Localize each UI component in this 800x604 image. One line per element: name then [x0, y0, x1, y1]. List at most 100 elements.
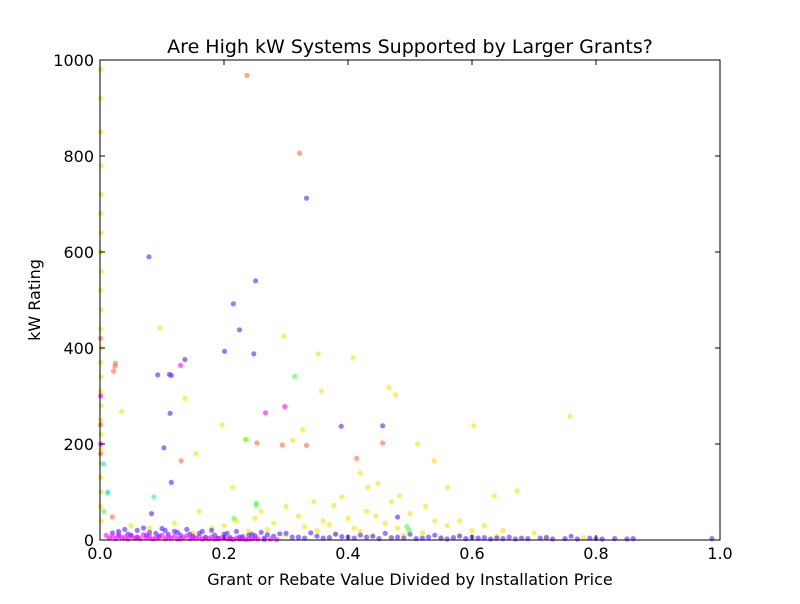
- data-point: [283, 503, 289, 509]
- data-point: [326, 535, 332, 541]
- data-point: [125, 536, 131, 542]
- data-point: [531, 530, 537, 536]
- data-point: [277, 531, 283, 537]
- data-point: [230, 484, 236, 490]
- data-point: [345, 515, 351, 522]
- data-point: [395, 514, 401, 520]
- data-point: [182, 356, 188, 363]
- data-point: [98, 307, 104, 313]
- data-point: [357, 528, 363, 535]
- data-point: [98, 335, 104, 341]
- data-point: [106, 535, 112, 541]
- data-point: [271, 520, 277, 526]
- data-point: [432, 518, 438, 524]
- data-point: [148, 510, 155, 517]
- data-point: [98, 393, 104, 399]
- data-point: [209, 527, 215, 534]
- data-point: [101, 461, 107, 467]
- data-point: [292, 373, 298, 379]
- data-point: [254, 440, 260, 446]
- data-point: [104, 490, 110, 496]
- data-point: [295, 513, 301, 519]
- data-point: [236, 327, 243, 333]
- data-point: [506, 534, 512, 540]
- data-point: [128, 523, 134, 529]
- y-tick-label: 1000: [53, 51, 94, 70]
- data-point: [401, 535, 407, 541]
- data-point: [512, 536, 519, 542]
- data-point: [445, 484, 451, 490]
- x-tick-label: 0.8: [583, 544, 608, 563]
- data-point: [550, 536, 556, 542]
- data-point: [112, 363, 118, 369]
- data-point: [339, 534, 345, 540]
- data-point: [581, 535, 587, 541]
- data-point: [181, 535, 187, 541]
- data-point: [380, 423, 386, 429]
- data-point: [289, 534, 295, 540]
- data-point: [500, 527, 506, 534]
- data-point: [156, 534, 162, 540]
- data-point: [295, 534, 301, 540]
- x-tick-label: 0.6: [459, 544, 484, 563]
- data-point: [98, 431, 104, 437]
- data-point: [98, 475, 104, 481]
- data-point: [157, 325, 163, 331]
- data-point: [150, 536, 156, 542]
- data-point: [450, 535, 456, 541]
- data-point: [264, 526, 270, 533]
- data-point: [396, 493, 403, 499]
- data-point: [219, 422, 225, 428]
- data-point: [199, 536, 205, 542]
- x-axis-label: Grant or Rebate Value Divided by Install…: [207, 570, 613, 589]
- data-point: [444, 536, 450, 542]
- data-point: [98, 95, 104, 101]
- data-point: [354, 455, 360, 461]
- data-point: [252, 515, 258, 522]
- data-point: [98, 359, 104, 365]
- data-point: [599, 536, 605, 542]
- data-point: [155, 372, 161, 378]
- data-point: [320, 518, 326, 524]
- data-point: [302, 524, 308, 530]
- data-point: [357, 470, 363, 476]
- data-point: [253, 278, 259, 284]
- y-tick-label: 600: [63, 243, 94, 262]
- data-point: [264, 532, 270, 538]
- data-point: [457, 518, 463, 524]
- data-point: [178, 362, 184, 368]
- data-point: [388, 499, 394, 505]
- data-point: [303, 442, 310, 448]
- y-tick-label: 800: [63, 147, 94, 166]
- data-point: [193, 535, 199, 541]
- data-point: [351, 535, 357, 541]
- data-point: [98, 451, 104, 457]
- data-point: [365, 484, 371, 490]
- data-point: [333, 531, 339, 537]
- data-point: [253, 502, 259, 508]
- data-point: [230, 301, 236, 307]
- data-point: [98, 287, 104, 293]
- data-point: [98, 191, 104, 197]
- data-point: [98, 67, 104, 73]
- data-point: [231, 515, 237, 522]
- data-point: [283, 530, 289, 536]
- data-point: [147, 525, 153, 531]
- data-point: [382, 520, 388, 526]
- data-point: [98, 129, 104, 135]
- data-point: [140, 525, 146, 531]
- data-point: [331, 502, 337, 508]
- data-point: [98, 403, 104, 409]
- data-point: [514, 488, 520, 494]
- chart-title: Are High kW Systems Supported by Larger …: [167, 36, 653, 58]
- data-point: [537, 535, 543, 541]
- data-point: [457, 533, 463, 539]
- data-point: [98, 326, 104, 332]
- data-point: [168, 372, 174, 378]
- data-point: [193, 451, 199, 457]
- data-point: [98, 211, 104, 217]
- data-point: [407, 510, 413, 517]
- data-point: [395, 525, 401, 531]
- data-point: [184, 526, 190, 533]
